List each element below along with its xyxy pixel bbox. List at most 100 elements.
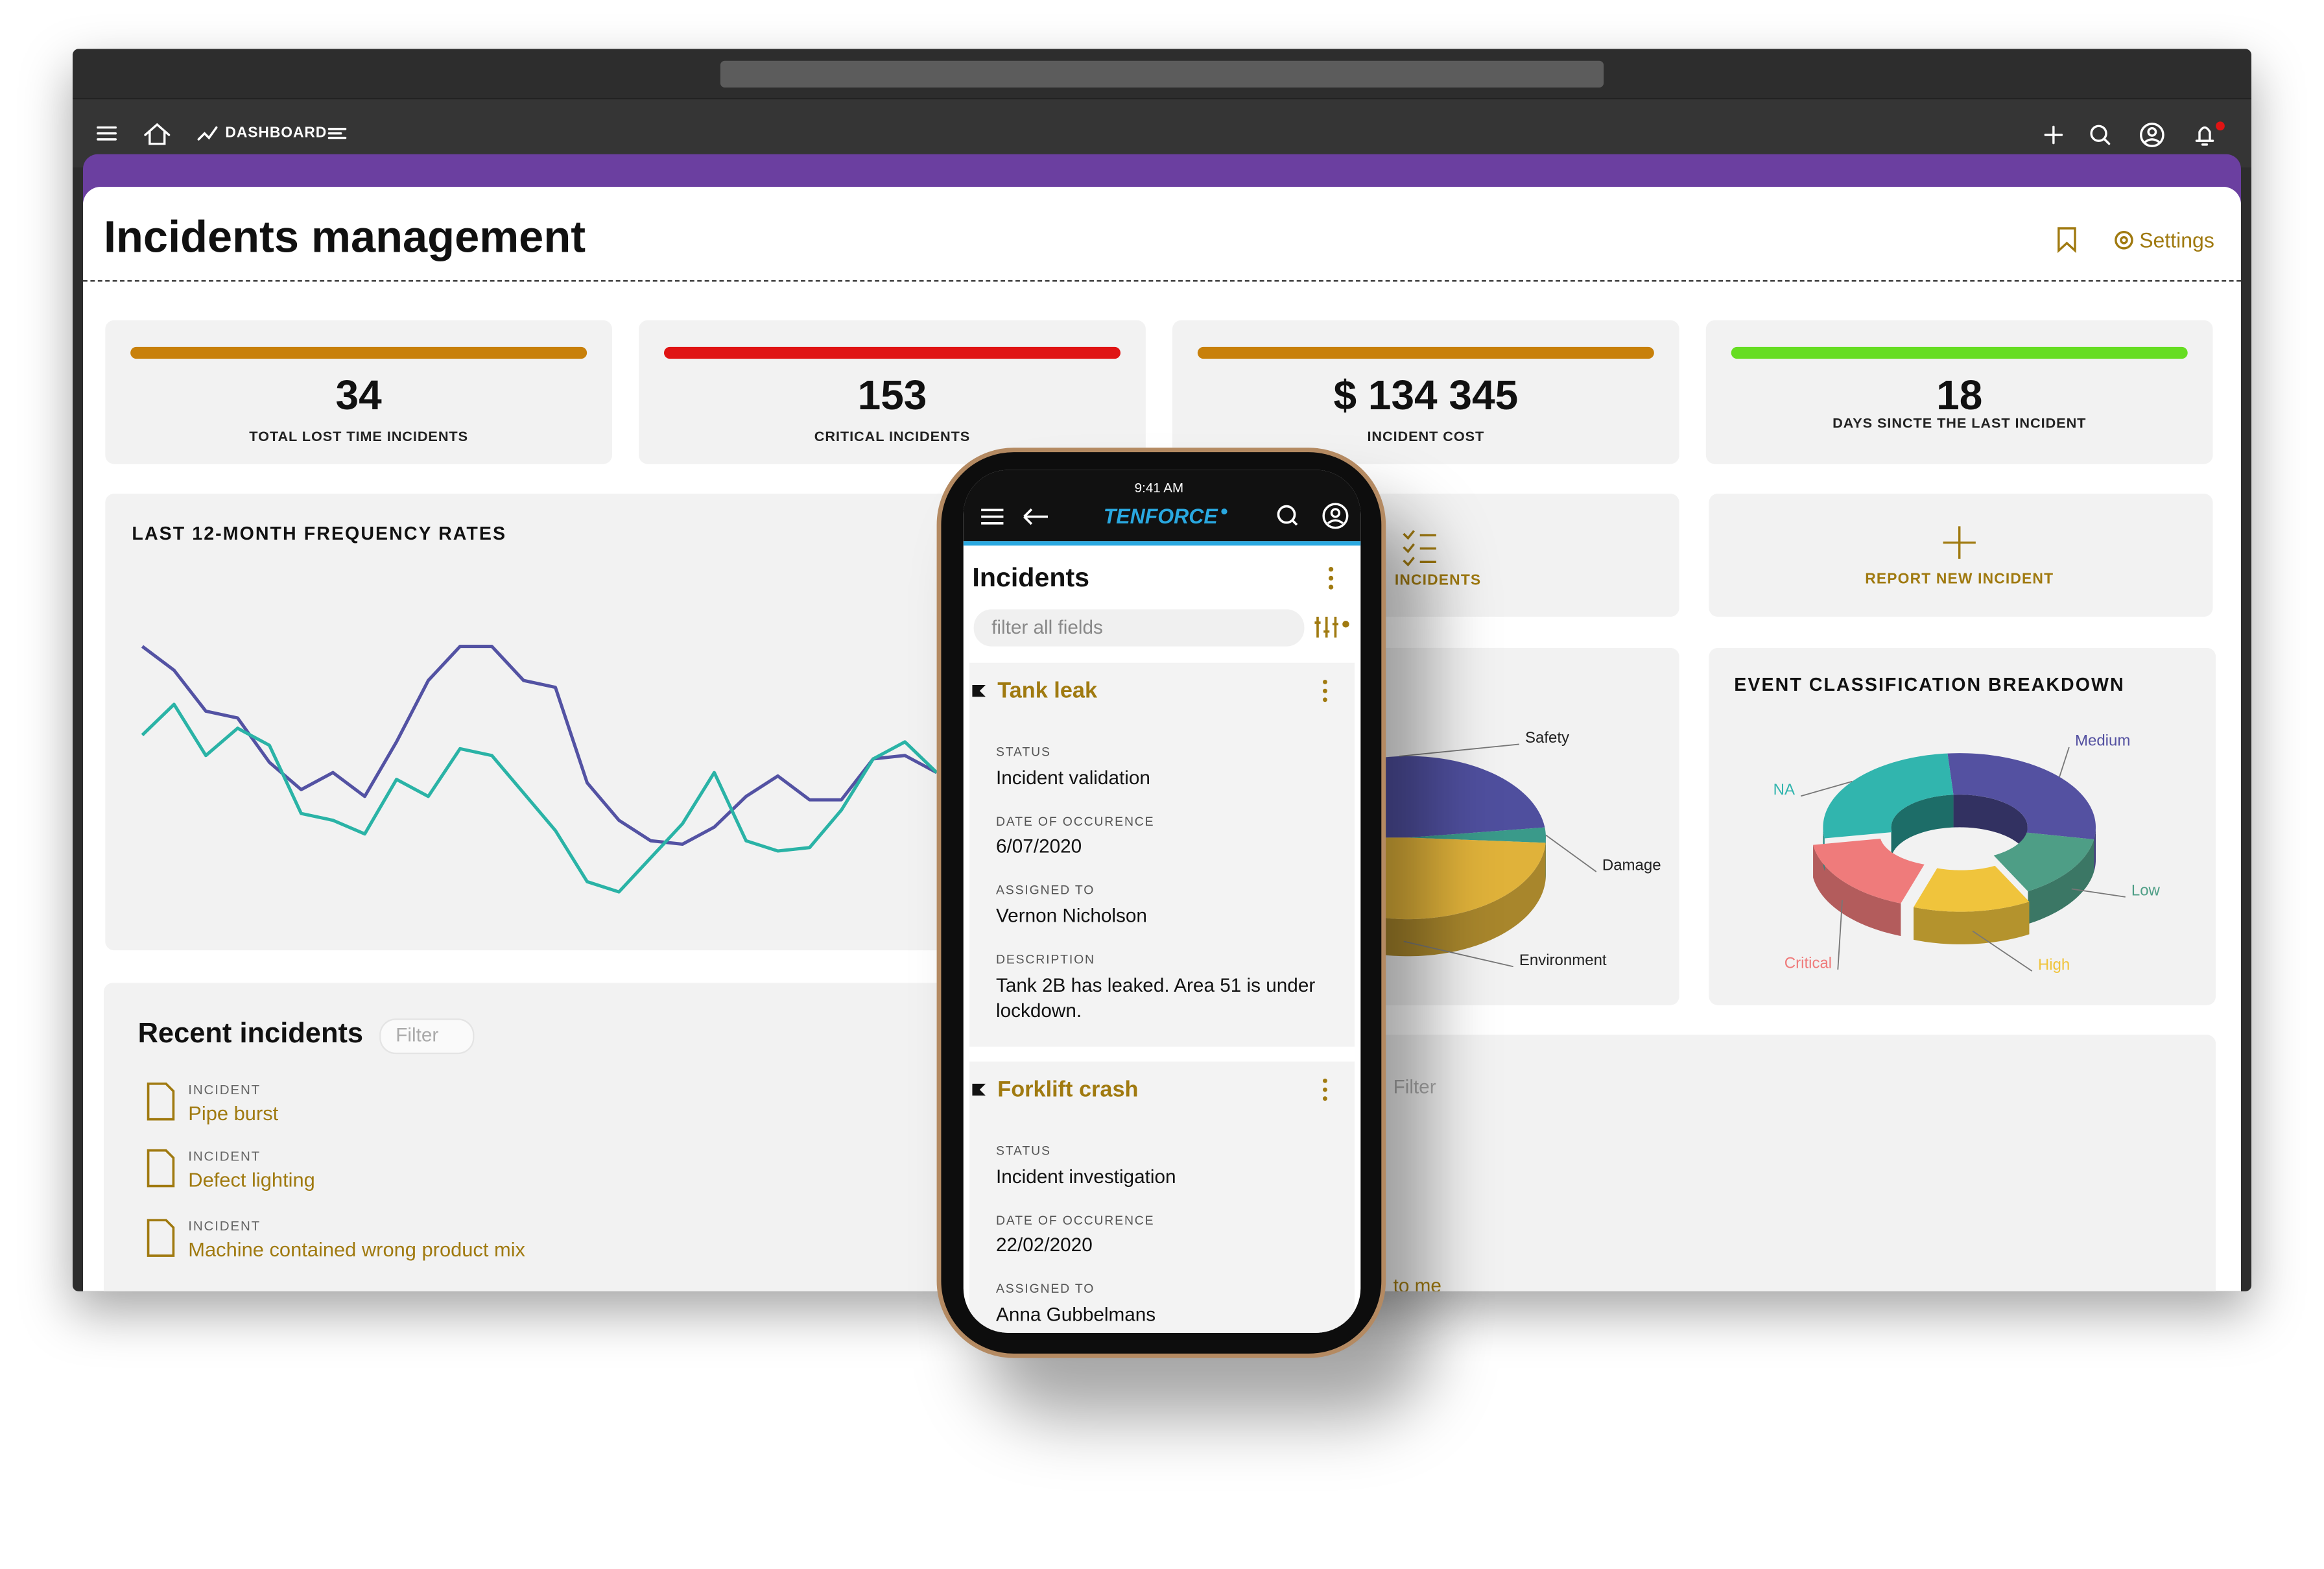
slice: [1947, 753, 2096, 840]
field-value: Vernon Nicholson: [995, 904, 1147, 927]
item-name[interactable]: Defect lighting: [188, 1169, 315, 1192]
slice: [1823, 753, 1954, 839]
kpi-card: [105, 320, 612, 464]
back-icon[interactable]: [1023, 508, 1048, 525]
link[interactable]: to me: [1393, 1274, 1441, 1297]
slice-label: Medium: [2074, 732, 2131, 750]
kpi-card: [639, 320, 1146, 464]
list-title: Recent incidents: [137, 1018, 364, 1050]
bookmark-icon[interactable]: [2057, 227, 2076, 254]
incident-card[interactable]: [969, 1061, 1355, 1333]
slice-label: Critical: [1784, 954, 1832, 973]
kpi-label: DAYS SINCTE THE LAST INCIDENT: [1832, 416, 2087, 433]
more-icon[interactable]: [1328, 567, 1334, 590]
phone-icons: [981, 503, 1349, 638]
kpi-card: [1172, 320, 1679, 464]
add-icon: [1943, 526, 1976, 559]
brand-mark: [1221, 508, 1227, 515]
more-icon[interactable]: [1322, 1078, 1327, 1101]
dashboard-menu-icon[interactable]: [327, 128, 347, 139]
flag-icon: [972, 684, 986, 697]
field-label: DESCRIPTION: [995, 952, 1095, 967]
leader-line: [1800, 780, 1853, 797]
action-card[interactable]: [1709, 494, 2213, 617]
settings-icon[interactable]: [2115, 230, 2133, 250]
menu-icon[interactable]: [981, 509, 1004, 525]
field-value: Tank 2B has leaked. Area 51 is under loc…: [995, 973, 1316, 1021]
status-time: 9:41 AM: [1134, 480, 1184, 496]
leader-line: [1972, 930, 2033, 972]
leader-line: [2059, 747, 2070, 778]
item-type: INCIDENT: [188, 1082, 261, 1097]
field-label: STATUS: [995, 744, 1051, 760]
slice-label: NA: [1773, 781, 1795, 799]
home-icon[interactable]: [144, 123, 171, 145]
phone-title: Incidents: [972, 562, 1090, 593]
chart-title: LAST 12-MONTH FREQUENCY RATES: [132, 523, 507, 544]
kpi-value: 153: [857, 372, 927, 418]
kpi-value: 34: [335, 372, 382, 418]
card-title[interactable]: Forklift crash: [997, 1077, 1139, 1103]
kpi-value: 18: [1936, 372, 1983, 418]
slice-side: [2028, 839, 2094, 924]
filter-icon[interactable]: [1314, 616, 1349, 638]
kpi-label: TOTAL LOST TIME INCIDENTS: [249, 429, 468, 446]
field-label: ASSIGNED TO: [995, 882, 1095, 898]
brand: TENFORCE: [1103, 504, 1218, 528]
slice-label: Environment: [1519, 952, 1607, 970]
url-bar: [720, 60, 1604, 88]
item-name[interactable]: Pipe burst: [188, 1102, 279, 1125]
kpi-card: [1705, 320, 2213, 464]
item-name[interactable]: Machine contained wrong product mix: [188, 1238, 525, 1261]
phone-screen: 9:41 AM TENFORCE Incidents filter all field…: [963, 470, 1361, 1333]
document-icon: [147, 1149, 175, 1188]
kpi-bar: [1731, 346, 2188, 359]
filter-placeholder: Filter: [1393, 1075, 1436, 1098]
kpi-value: $ 134 345: [1333, 372, 1519, 418]
field-value: 6/07/2020: [995, 835, 1082, 857]
search-icon[interactable]: [1277, 505, 1298, 526]
slice-label: High: [2037, 956, 2070, 974]
search-icon[interactable]: [2090, 125, 2111, 145]
field-value: Incident validation: [995, 765, 1150, 788]
item-type: INCIDENT: [188, 1218, 261, 1234]
filter-input[interactable]: [379, 1018, 475, 1055]
settings-link[interactable]: Settings: [2139, 228, 2214, 252]
slice-side: [1813, 844, 1901, 937]
search-placeholder: filter all fields: [991, 616, 1103, 638]
flag-icon: [972, 1083, 986, 1096]
user-icon[interactable]: [1322, 503, 1349, 529]
card-icons: [972, 679, 1327, 702]
field-label: DATE OF OCCURENCE: [995, 813, 1155, 828]
page-title: Incidents management: [103, 213, 586, 263]
incident-card[interactable]: [969, 662, 1355, 1047]
slice: [1813, 839, 1925, 904]
user-icon[interactable]: [2139, 123, 2164, 147]
add-icon[interactable]: [2044, 125, 2063, 145]
document-icon: [147, 1219, 175, 1257]
card-title[interactable]: Tank leak: [997, 678, 1098, 704]
field-value: Incident investigation: [995, 1164, 1176, 1187]
search-input[interactable]: [973, 609, 1305, 647]
menu-icon[interactable]: [97, 126, 117, 141]
leader-line: [1403, 940, 1513, 968]
kpi-bar: [130, 346, 587, 359]
kpi-bar: [663, 346, 1120, 359]
more-icon[interactable]: [1322, 679, 1327, 702]
phone-header: [963, 470, 1361, 542]
leader-line: [1837, 900, 1843, 970]
field-label: DATE OF OCCURENCE: [995, 1212, 1155, 1227]
action-label[interactable]: INCIDENTS: [1394, 573, 1482, 590]
phone-accent: [963, 541, 1361, 546]
slice: [1408, 827, 1546, 843]
slice-inner-side: [1953, 795, 2028, 860]
action-label[interactable]: REPORT NEW INCIDENT: [1865, 571, 2054, 588]
list-icon: [1403, 530, 1436, 567]
slice: [1993, 832, 2094, 892]
notification-icon[interactable]: [2195, 121, 2225, 146]
card-icons: [972, 1078, 1327, 1101]
dashboard-icon: [197, 126, 218, 141]
slice: [1914, 865, 2030, 912]
leader-line: [1399, 743, 1519, 757]
